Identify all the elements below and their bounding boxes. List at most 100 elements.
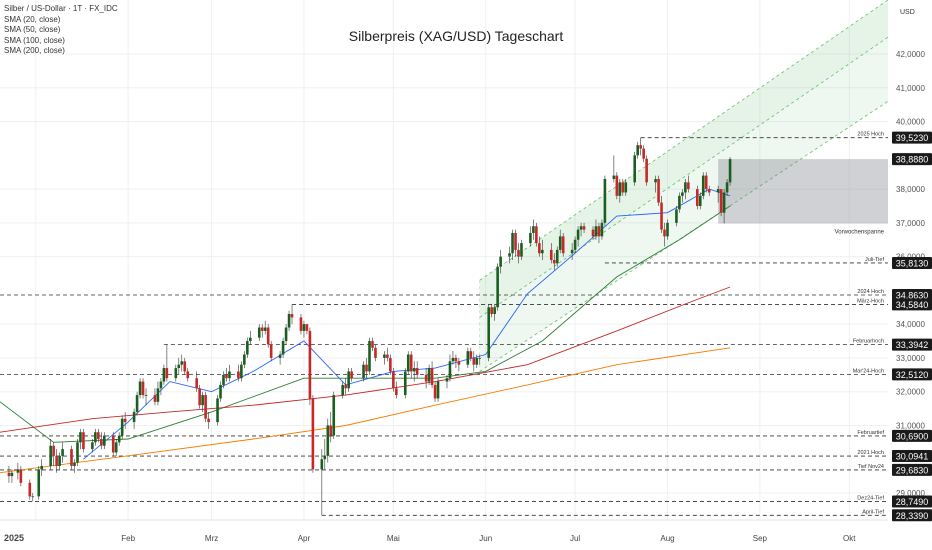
candle-body	[681, 192, 684, 196]
candle-body	[403, 371, 407, 396]
ma-line	[0, 205, 731, 443]
candle-body	[451, 357, 455, 362]
candle-body	[332, 395, 336, 436]
level-value: 28,3390	[896, 511, 929, 521]
candle-body	[302, 324, 306, 331]
candle-body	[207, 418, 210, 423]
candle-body	[37, 469, 41, 497]
time-tick-label: Sep	[753, 534, 768, 543]
candle-body	[508, 253, 511, 257]
candle-body	[28, 482, 32, 497]
candle-body	[350, 371, 353, 379]
symbol-line: Silber / US-Dollar · 1T · FX_IDC	[4, 4, 118, 13]
candle-body	[496, 266, 499, 308]
price-tick-label: 32,0000	[896, 388, 925, 397]
candle-body	[156, 388, 160, 402]
candle-body	[102, 435, 106, 446]
candle-body	[55, 455, 58, 466]
support-resistance-levels: 2025 Hoch Juli-Tief 2024 Hoch März-Hoch Febr…	[0, 132, 888, 516]
indicator-sma-100[interactable]: SMA (100, close)	[4, 35, 65, 45]
candle-body	[341, 384, 344, 396]
candle-body	[31, 496, 35, 498]
candle-body	[243, 354, 246, 365]
candle-body	[716, 189, 720, 193]
indicator-sma-200[interactable]: SMA (200, close)	[4, 46, 65, 55]
candle-body	[329, 425, 333, 436]
time-tick-label: Jun	[479, 534, 492, 543]
candle-body	[132, 411, 136, 423]
candle-body	[433, 384, 437, 399]
candle-body	[663, 229, 666, 237]
candle-body	[371, 341, 374, 348]
level-value: 34,5840	[896, 300, 929, 310]
time-tick-label: Mai	[387, 534, 400, 543]
candle-body	[52, 445, 55, 456]
time-axis[interactable]: 2025 Feb Mrz Apr Mai Jun Jul Aug Sep Okt	[0, 519, 888, 543]
candle-body	[347, 371, 350, 389]
candle-body	[612, 175, 616, 179]
candle-body	[454, 357, 458, 362]
candle-body	[281, 341, 285, 355]
candle-body	[475, 357, 479, 365]
candle-body	[457, 361, 461, 365]
candle-body	[728, 159, 732, 183]
candle-body	[412, 368, 416, 372]
candle-body	[183, 361, 187, 372]
level-value: 34,8630	[896, 291, 929, 301]
candle-body	[186, 371, 190, 379]
time-tick-label: Mrz	[205, 534, 218, 543]
candle-body	[478, 357, 482, 359]
indicator-sma-20[interactable]: SMA (20, close)	[4, 14, 61, 24]
candle-body	[365, 364, 368, 372]
price-tick-label: 34,0000	[896, 320, 925, 329]
time-tick-label: Feb	[121, 534, 135, 543]
candle-body	[257, 327, 261, 338]
channel-upper-zone	[479, 0, 888, 318]
candle-body	[654, 178, 657, 183]
candle-body	[49, 445, 52, 466]
candle-body	[409, 354, 413, 372]
previous-week-range: Vorwochenspanne	[718, 159, 888, 236]
candle-body	[678, 195, 681, 210]
price-tick-label: 29,0000	[896, 489, 925, 498]
candle-body	[642, 148, 645, 159]
candle-body	[469, 351, 473, 358]
candle-body	[201, 395, 204, 406]
time-tick-label: 2025	[4, 533, 24, 543]
candle-body	[639, 145, 642, 149]
candle-body	[392, 371, 395, 389]
candle-body	[430, 368, 434, 385]
candle-body	[362, 364, 365, 379]
candle-body	[472, 357, 476, 365]
candle-body	[123, 418, 127, 423]
candle-body	[722, 192, 726, 213]
candle-body	[517, 249, 520, 257]
candle-body	[120, 418, 124, 436]
candle-body	[695, 189, 699, 206]
level-value-bg	[892, 495, 932, 508]
candle-body	[323, 455, 327, 460]
candle-body	[73, 462, 76, 466]
candle-body	[624, 182, 628, 193]
candle-body	[153, 395, 157, 402]
time-tick-label: Okt	[843, 534, 856, 543]
candle-body	[594, 226, 598, 237]
candle-body	[117, 435, 121, 443]
candle-body	[704, 175, 708, 190]
candle-body	[76, 442, 79, 463]
candlesticks	[7, 137, 732, 516]
level-label: Februarhoch	[853, 339, 884, 345]
channel-middle-line	[479, 36, 889, 318]
candle-body	[436, 381, 440, 399]
indicator-sma-50[interactable]: SMA (50, close)	[4, 25, 61, 34]
channel-lower-zone	[479, 37, 888, 372]
candle-body	[579, 226, 583, 230]
level-label: April-Tief	[862, 509, 884, 515]
level-value-bg	[892, 450, 932, 463]
candle-body	[70, 449, 73, 466]
candle-body	[636, 145, 639, 156]
candle-body	[532, 226, 535, 233]
candle-body	[138, 381, 142, 396]
